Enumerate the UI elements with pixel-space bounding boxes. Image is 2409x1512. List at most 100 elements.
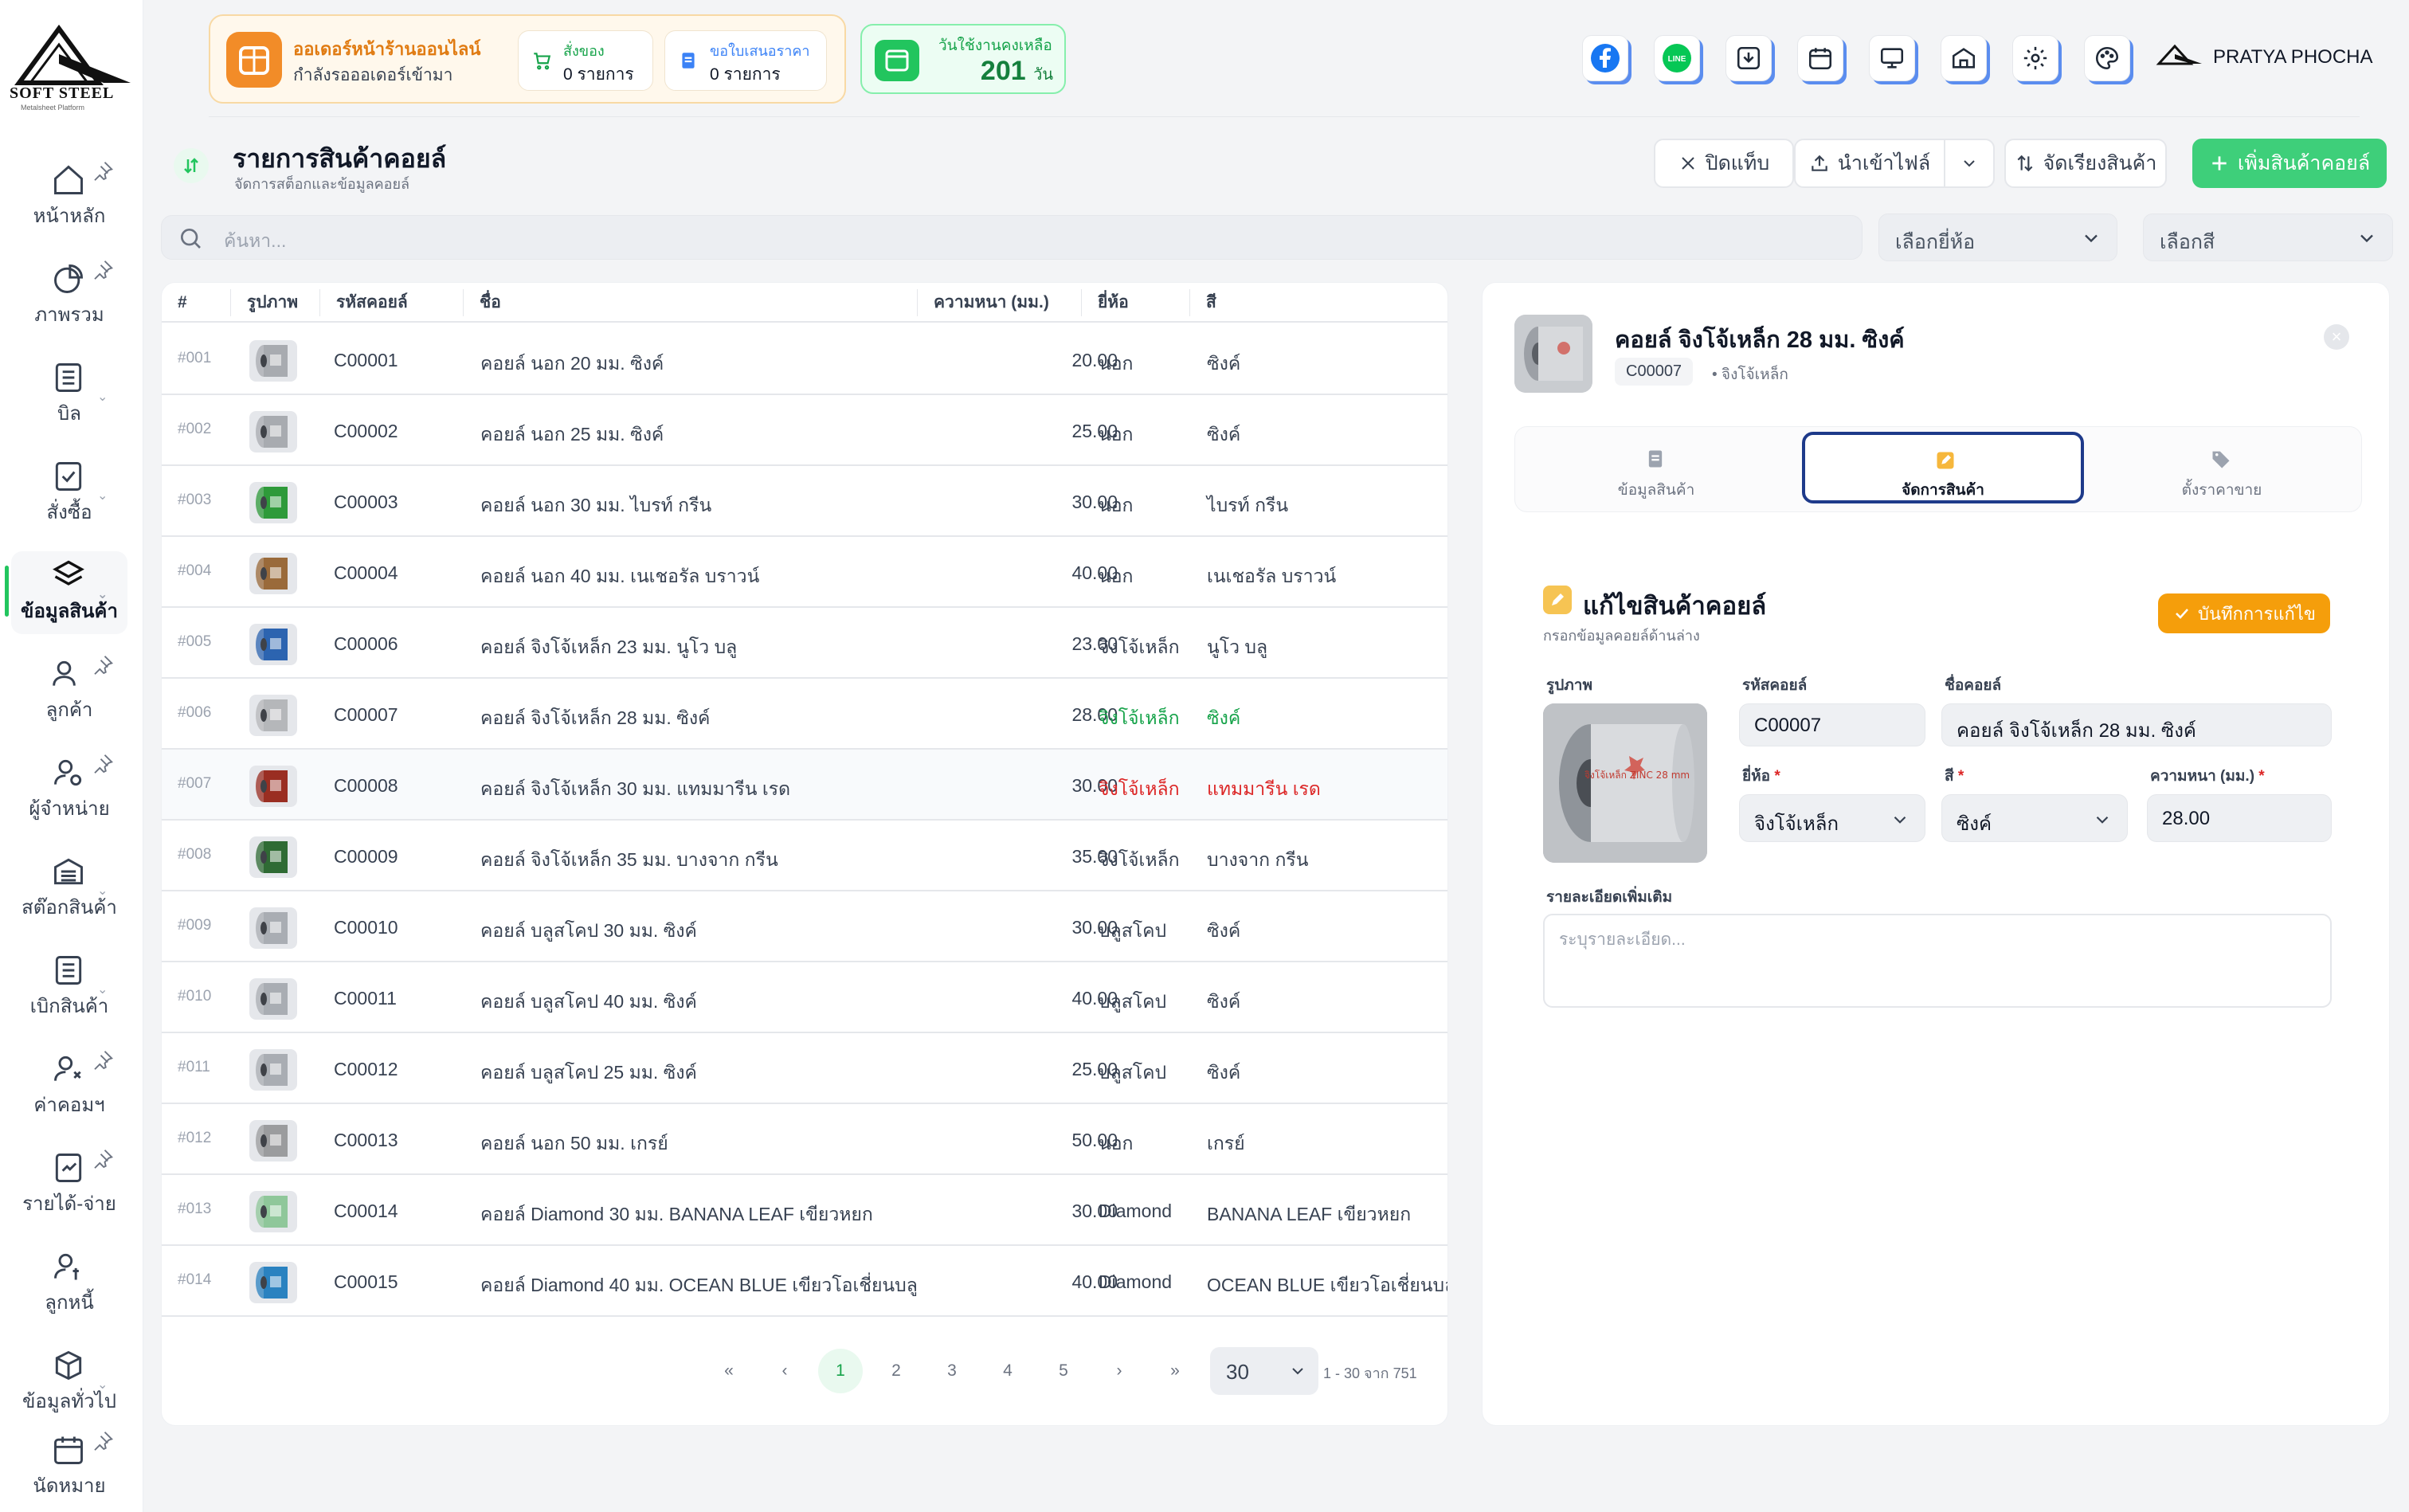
pin-icon[interactable] [91, 1048, 115, 1072]
pin-icon[interactable] [91, 752, 115, 776]
import-dropdown-button[interactable] [1944, 139, 1995, 188]
col-index[interactable]: # [178, 293, 187, 311]
coil-thumbnail [249, 553, 297, 594]
page-5[interactable]: 5 [1059, 1361, 1068, 1380]
page-2[interactable]: 2 [891, 1361, 901, 1380]
chevron-down-icon [1964, 160, 1975, 167]
pin-icon[interactable] [91, 159, 115, 183]
page-4[interactable]: 4 [1003, 1361, 1013, 1380]
user-name[interactable]: PRATYA PHOCHA [2213, 46, 2373, 68]
save-changes-button[interactable]: บันทึกการแก้ไข [2158, 593, 2330, 633]
chevron-down-icon[interactable]: ⌄ [97, 1378, 108, 1392]
color-field[interactable]: ซิงค์ [1941, 794, 2128, 842]
page-size-select[interactable]: 30 [1210, 1347, 1318, 1395]
last-page-button[interactable]: » [1170, 1361, 1180, 1380]
sidebar-item-withdraw[interactable]: เบิกสินค้า ⌄ [11, 946, 127, 1029]
coil-image[interactable]: จิงโจ้เหล็ก ZINC 28 mm [1543, 703, 1707, 863]
sidebar-item-general[interactable]: ข้อมูลทั่วไป ⌄ [11, 1342, 127, 1424]
chevron-down-icon[interactable]: ⌄ [97, 489, 108, 503]
pin-icon[interactable] [91, 1147, 115, 1171]
table-row[interactable]: #003 C00003 คอยล์ นอก 30 มม. ไบรท์ กรีน 30.… [162, 466, 1447, 537]
table-row[interactable]: #014 C00015 คอยล์ Diamond 40 มม. OCEAN BLU… [162, 1246, 1447, 1317]
sidebar-item-overview[interactable]: ภาพรวม [11, 255, 127, 338]
col-color[interactable]: สี [1189, 289, 1216, 316]
table-row[interactable]: #001 C00001 คอยล์ นอก 20 มม. ซิงค์ 20.00 นอก… [162, 324, 1447, 395]
cart-orders[interactable]: สั่งของ 0 รายการ [518, 30, 653, 91]
page-1[interactable]: 1 [818, 1349, 863, 1393]
close-panel-button[interactable]: × [2324, 324, 2349, 350]
sidebar-item-appointments[interactable]: นัดหมาย [11, 1426, 127, 1509]
table-row[interactable]: #006 C00007 คอยล์ จิงโจ้เหล็ก 28 มม. ซิงค์… [162, 679, 1447, 750]
chevron-down-icon[interactable]: ⌄ [97, 983, 108, 997]
sidebar-item-label: ข้อมูลสินค้า [21, 601, 118, 622]
coil-name-field[interactable]: คอยล์ จิงโจ้เหล็ก 28 มม. ซิงค์ [1941, 703, 2332, 746]
theme-button[interactable] [2084, 35, 2130, 81]
quote-requests[interactable]: ขอใบเสนอราคา 0 รายการ [664, 30, 827, 91]
sort-products-button[interactable]: จัดเรียงสินค้า [2004, 139, 2167, 188]
table-row[interactable]: #010 C00011 คอยล์ บลูสโคป 40 มม. ซิงค์ 40.0… [162, 962, 1447, 1033]
pin-icon[interactable] [91, 258, 115, 282]
sidebar-item-stock[interactable]: สต๊อกสินค้า ⌄ [11, 848, 127, 930]
facebook-button[interactable] [1582, 35, 1628, 81]
close-tab-button[interactable]: ปิดแท็บ [1654, 139, 1794, 188]
import-file-button[interactable]: นำเข้าไฟล์ [1794, 139, 1945, 188]
pin-icon[interactable] [91, 653, 115, 677]
notes-textarea[interactable]: ระบุรายละเอียด... [1543, 914, 2332, 1008]
add-coil-button[interactable]: เพิ่มสินค้าคอยล์ [2192, 139, 2387, 188]
table-row[interactable]: #004 C00004 คอยล์ นอก 40 มม. เนเชอรัล บราว… [162, 537, 1447, 608]
col-code[interactable]: รหัสคอยล์ [319, 289, 408, 316]
line-button[interactable]: LINE [1654, 35, 1700, 81]
row-name: คอยล์ Diamond 30 มม. BANANA LEAF เขียวหย… [480, 1204, 873, 1224]
tab-product-info[interactable]: ข้อมูลสินค้า [1515, 427, 1797, 513]
sidebar-item-income-expense[interactable]: รายได้-จ่าย [11, 1144, 127, 1227]
table-row[interactable]: #011 C00012 คอยล์ บลูสโคป 25 มม. ซิงค์ 25.0… [162, 1033, 1447, 1104]
prev-page-button[interactable]: ‹ [781, 1361, 788, 1380]
sidebar-item-home[interactable]: หน้าหลัก [11, 156, 127, 239]
coil-thumbnail [249, 907, 297, 949]
facebook-icon [1591, 44, 1620, 72]
store-button[interactable] [1941, 35, 1987, 81]
col-brand[interactable]: ยี่ห้อ [1081, 289, 1129, 316]
col-thickness[interactable]: ความหนา (มม.) [917, 289, 1049, 316]
table-row[interactable]: #008 C00009 คอยล์ จิงโจ้เหล็ก 35 มม. บางจา… [162, 821, 1447, 891]
table-row[interactable]: #013 C00014 คอยล์ Diamond 30 มม. BANANA LE… [162, 1175, 1447, 1246]
col-name[interactable]: ชื่อ [463, 289, 501, 316]
page-3[interactable]: 3 [947, 1361, 957, 1380]
next-page-button[interactable]: › [1116, 1361, 1122, 1380]
monitor-button[interactable] [1869, 35, 1915, 81]
sidebar-item-purchase[interactable]: สั่งซื้อ ⌄ [11, 452, 127, 535]
table-row[interactable]: #009 C00010 คอยล์ บลูสโคป 30 มม. ซิงค์ 30.0… [162, 891, 1447, 962]
brand-select[interactable]: เลือกยี่ห้อ [1878, 213, 2117, 261]
sidebar-item-debtors[interactable]: ลูกหนี้ [11, 1243, 127, 1326]
download-button[interactable] [1725, 35, 1772, 81]
settings-button[interactable] [2012, 35, 2058, 81]
brand-field[interactable]: จิงโจ้เหล็ก [1739, 794, 1925, 842]
sidebar-item-commission[interactable]: ค่าคอมฯ [11, 1045, 127, 1128]
row-code: C00011 [334, 988, 397, 1009]
pin-icon[interactable] [91, 1429, 115, 1453]
table-row[interactable]: #007 C00008 คอยล์ จิงโจ้เหล็ก 30 มม. แทมมา… [162, 750, 1447, 821]
search-input[interactable]: ค้นหา... [161, 215, 1863, 260]
code-field[interactable]: C00007 [1739, 703, 1925, 746]
sidebar-item-bills[interactable]: บิล ⌄ [11, 354, 127, 437]
chevron-down-icon[interactable]: ⌄ [97, 390, 108, 404]
sidebar-item-customers[interactable]: ลูกค้า [11, 650, 127, 733]
sidebar-item-product-data[interactable]: ข้อมูลสินค้า ⌄ [5, 551, 127, 634]
color-select[interactable]: เลือกสี [2143, 213, 2393, 261]
col-image[interactable]: รูปภาพ [230, 289, 298, 316]
chevron-down-icon[interactable]: ⌄ [97, 884, 108, 898]
tab-set-price[interactable]: ตั้งราคาขาย [2081, 427, 2363, 513]
table-row[interactable]: #005 C00006 คอยล์ จิงโจ้เหล็ก 23 มม. นูโว … [162, 608, 1447, 679]
sidebar-item-suppliers[interactable]: ผู้จำหน่าย [11, 749, 127, 832]
online-orders-card[interactable]: ออเดอร์หน้าร้านออนไลน์ กำลังรอออเดอร์เข้… [209, 14, 846, 104]
calendar-button[interactable] [1797, 35, 1843, 81]
table-row[interactable]: #002 C00002 คอยล์ นอก 25 มม. ซิงค์ 25.00 นอก… [162, 395, 1447, 466]
row-name: คอยล์ จิงโจ้เหล็ก 28 มม. ซิงค์ [480, 707, 711, 728]
thickness-field[interactable]: 28.00 [2147, 794, 2332, 842]
row-name: คอยล์ บลูสโคป 40 มม. ซิงค์ [480, 991, 697, 1012]
chevron-down-icon[interactable]: ⌄ [97, 588, 108, 601]
first-page-button[interactable]: « [724, 1361, 734, 1380]
table-row[interactable]: #012 C00013 คอยล์ นอก 50 มม. เกรย์ 50.00 นอก… [162, 1104, 1447, 1175]
tab-manage-product[interactable]: จัดการสินค้า [1802, 432, 2084, 503]
row-brand: จิงโจ้เหล็ก [1099, 637, 1180, 657]
